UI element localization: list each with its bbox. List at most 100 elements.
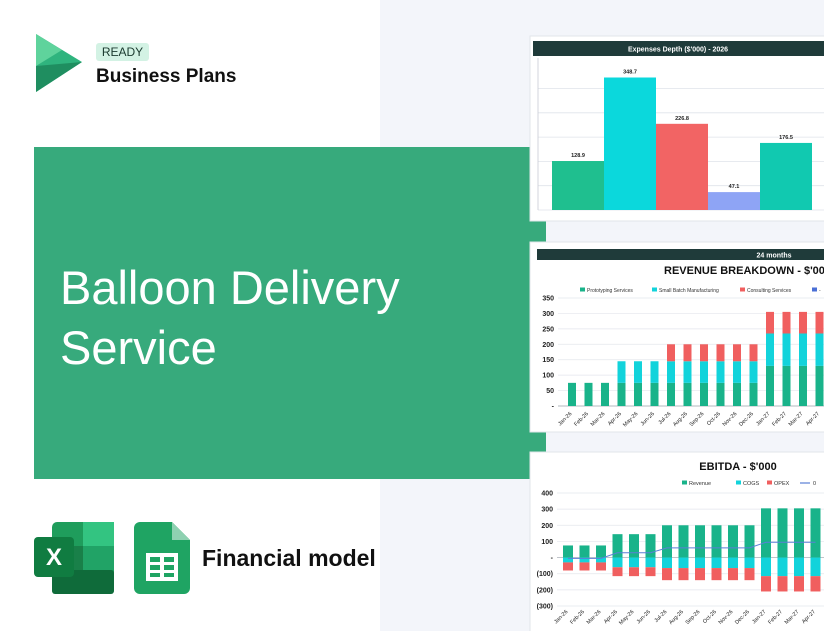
legend-swatch [812, 287, 817, 292]
legend-label: Consulting Services [747, 288, 792, 294]
bar-segment [782, 365, 791, 406]
logo [36, 34, 82, 92]
bar-segment [777, 557, 788, 577]
legend-label: COGS [743, 481, 760, 487]
legend-swatch [652, 287, 657, 292]
bar [708, 192, 760, 210]
bar-segment [579, 562, 590, 571]
bar-segment [733, 344, 741, 362]
svg-text:X: X [46, 544, 62, 571]
chart-subtitle: 24 months [756, 253, 791, 260]
bar-segment [683, 344, 692, 362]
bar-segment [716, 361, 725, 383]
bar [604, 77, 656, 210]
bar-segment [733, 361, 741, 383]
bar [656, 123, 708, 210]
bar-segment [667, 361, 675, 383]
bar-segment [612, 534, 623, 558]
bar-segment [782, 333, 791, 366]
bar-segment [744, 525, 755, 558]
bar-segment [612, 567, 623, 577]
chart-header [537, 249, 824, 260]
bar-segment [667, 382, 675, 406]
bar-segment [749, 382, 758, 406]
y-tick-label: 200 [542, 342, 554, 349]
bar-segment [662, 568, 672, 581]
bar-segment [650, 382, 659, 406]
badge-text: READY [102, 45, 143, 59]
bar-segment [700, 382, 708, 406]
bar-segment [629, 557, 639, 568]
bar-segment [716, 344, 725, 362]
bar-segment [799, 311, 807, 334]
chart-header [533, 41, 824, 56]
bar-segment [579, 545, 590, 558]
y-tick-label: 300 [541, 507, 553, 514]
bar-segment [799, 365, 807, 406]
bar-segment [629, 567, 639, 577]
value-label: 176.5 [779, 135, 793, 141]
bar-segment [794, 576, 804, 592]
sheets-icon [134, 522, 190, 594]
legend-swatch [800, 482, 810, 484]
legend-label: 0 [813, 481, 816, 487]
bar-segment [601, 382, 609, 406]
bar-segment [744, 568, 755, 581]
legend-label: OPEX [774, 481, 790, 487]
bar-segment [761, 557, 771, 577]
bar-segment [695, 568, 705, 581]
bar-segment [761, 508, 771, 558]
line-series [568, 541, 816, 559]
bar-segment [563, 557, 573, 563]
bar-segment [777, 576, 788, 592]
bar-segment [711, 568, 722, 581]
value-label: 226.8 [675, 116, 689, 122]
bar-segment [733, 382, 741, 406]
bar-segment [810, 508, 821, 558]
bar-segment [645, 534, 656, 558]
chart-card: Expenses Depth ($'000) - 2026 128.9 348.7 2… [533, 41, 824, 211]
bar-segment [728, 568, 738, 581]
legend-label: Small Batch Manufacturing [659, 288, 719, 294]
bar-segment [596, 545, 606, 558]
y-tick-label: 100 [542, 373, 554, 380]
bar-segment [662, 525, 672, 558]
bar-segment [777, 508, 788, 558]
banner-title: Balloon Delivery Service [60, 261, 400, 374]
bar-segment [728, 525, 738, 558]
y-tick-label: 400 [541, 491, 553, 498]
bar-segment [678, 568, 689, 581]
brand-name: Business Plans [96, 66, 236, 87]
bar-segment [766, 365, 774, 406]
bar-segment [629, 534, 639, 558]
bar-segment [678, 525, 689, 558]
bar-segment [794, 557, 804, 577]
bar-segment [645, 567, 656, 577]
bar-segment [667, 344, 675, 362]
bar-segment [766, 333, 774, 366]
bar-segment [766, 311, 774, 334]
bar-segment [700, 361, 708, 383]
bar-segment [579, 557, 590, 563]
bar-segment [617, 361, 626, 383]
bar [760, 142, 812, 210]
chart-title: Expenses Depth ($'000) - 2026 [628, 47, 728, 54]
bar-segment [794, 508, 804, 558]
footer-label: Financial model [202, 545, 376, 571]
value-label: 128.9 [571, 153, 585, 159]
bar-segment [815, 311, 824, 334]
y-tick-label: - [551, 555, 554, 562]
y-tick-label: 150 [542, 357, 554, 364]
bar-segment [563, 545, 573, 558]
bar-segment [799, 333, 807, 366]
bar-segment [678, 557, 689, 569]
y-tick-label: 100 [541, 539, 553, 546]
banner [34, 147, 546, 479]
legend-swatch [767, 480, 772, 485]
bar-segment [634, 361, 642, 383]
y-tick-label: (300) [537, 604, 553, 611]
bar-segment [617, 382, 626, 406]
bar-segment [728, 557, 738, 569]
